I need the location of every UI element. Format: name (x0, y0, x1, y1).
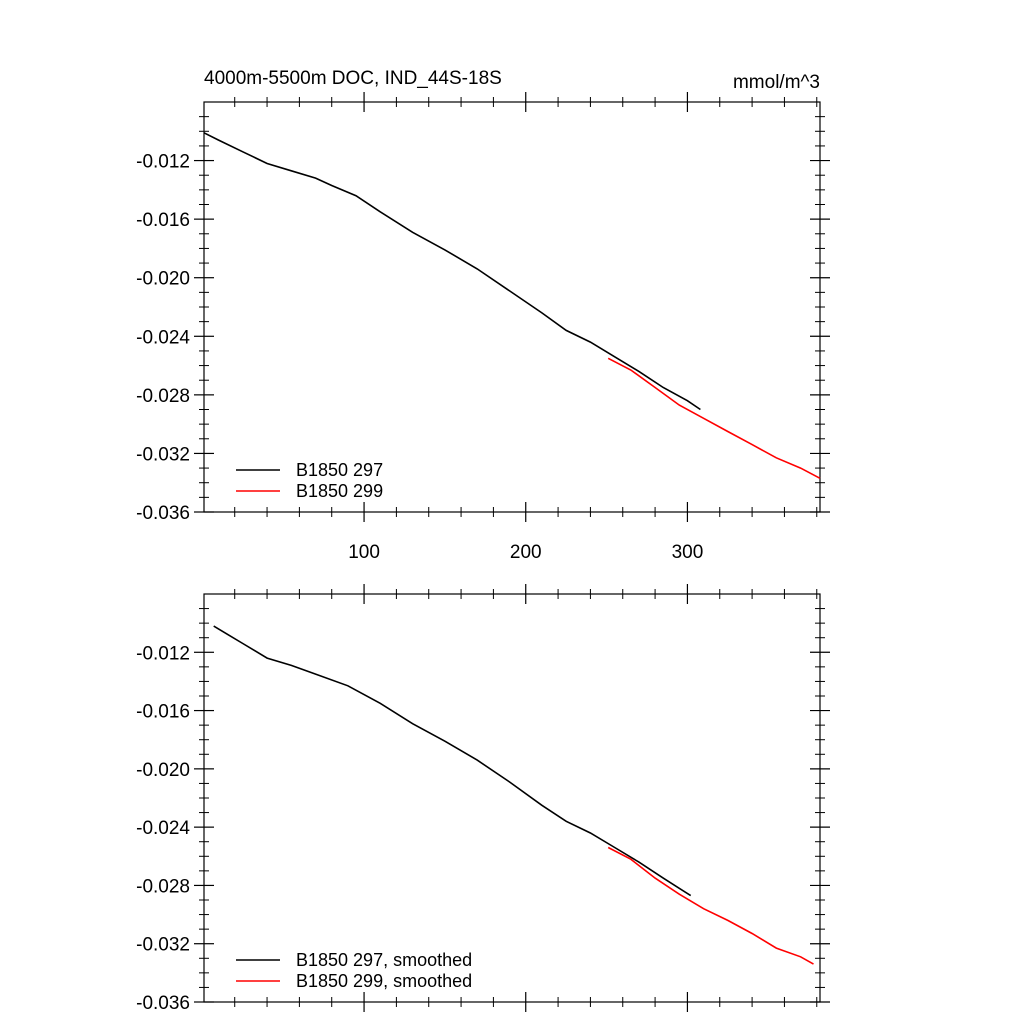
units-label: mmol/m^3 (733, 72, 820, 93)
y-tick-label: -0.016 (136, 210, 190, 231)
x-tick-label: 200 (510, 542, 542, 563)
y-tick-label: -0.020 (136, 760, 190, 781)
plot-frame (203, 101, 821, 513)
legend-label-1: B1850 297, smoothed (296, 950, 472, 970)
plot-frame (203, 593, 821, 1003)
y-tick-label: -0.036 (136, 503, 190, 524)
y-tick-label: -0.012 (136, 643, 190, 664)
legend-label-2: B1850 299 (296, 481, 383, 501)
y-tick-label: -0.032 (136, 935, 190, 956)
y-tick-label: -0.024 (136, 327, 190, 348)
chart-panel-2: -0.036 -0.032 -0.028 -0.024 -0.020 -0.016 -0.0… (136, 584, 830, 1014)
y-tick-label: -0.016 (136, 702, 190, 723)
series-line-2 (607, 846, 814, 965)
legend-label-2: B1850 299, smoothed (296, 971, 472, 991)
chart-title: 4000m-5500m DOC, IND_44S-18S (204, 68, 502, 89)
y-tick-label: -0.028 (136, 876, 190, 897)
chart-panel-1: -0.036 -0.032 -0.028 -0.024 -0.020 -0.016 -0.0… (136, 68, 830, 563)
y-tick-label: -0.036 (136, 993, 190, 1014)
y-tick-label: -0.020 (136, 269, 190, 290)
series-line-2 (607, 357, 821, 480)
y-tick-label: -0.032 (136, 444, 190, 465)
y-tick-label: -0.028 (136, 386, 190, 407)
x-tick-label: 100 (348, 542, 380, 563)
legend-label-1: B1850 297 (296, 460, 383, 480)
y-tick-label: -0.012 (136, 152, 190, 173)
series-line-1 (203, 132, 701, 411)
series-line-1 (213, 625, 692, 897)
y-tick-label: -0.024 (136, 818, 190, 839)
x-tick-label: 300 (672, 542, 704, 563)
